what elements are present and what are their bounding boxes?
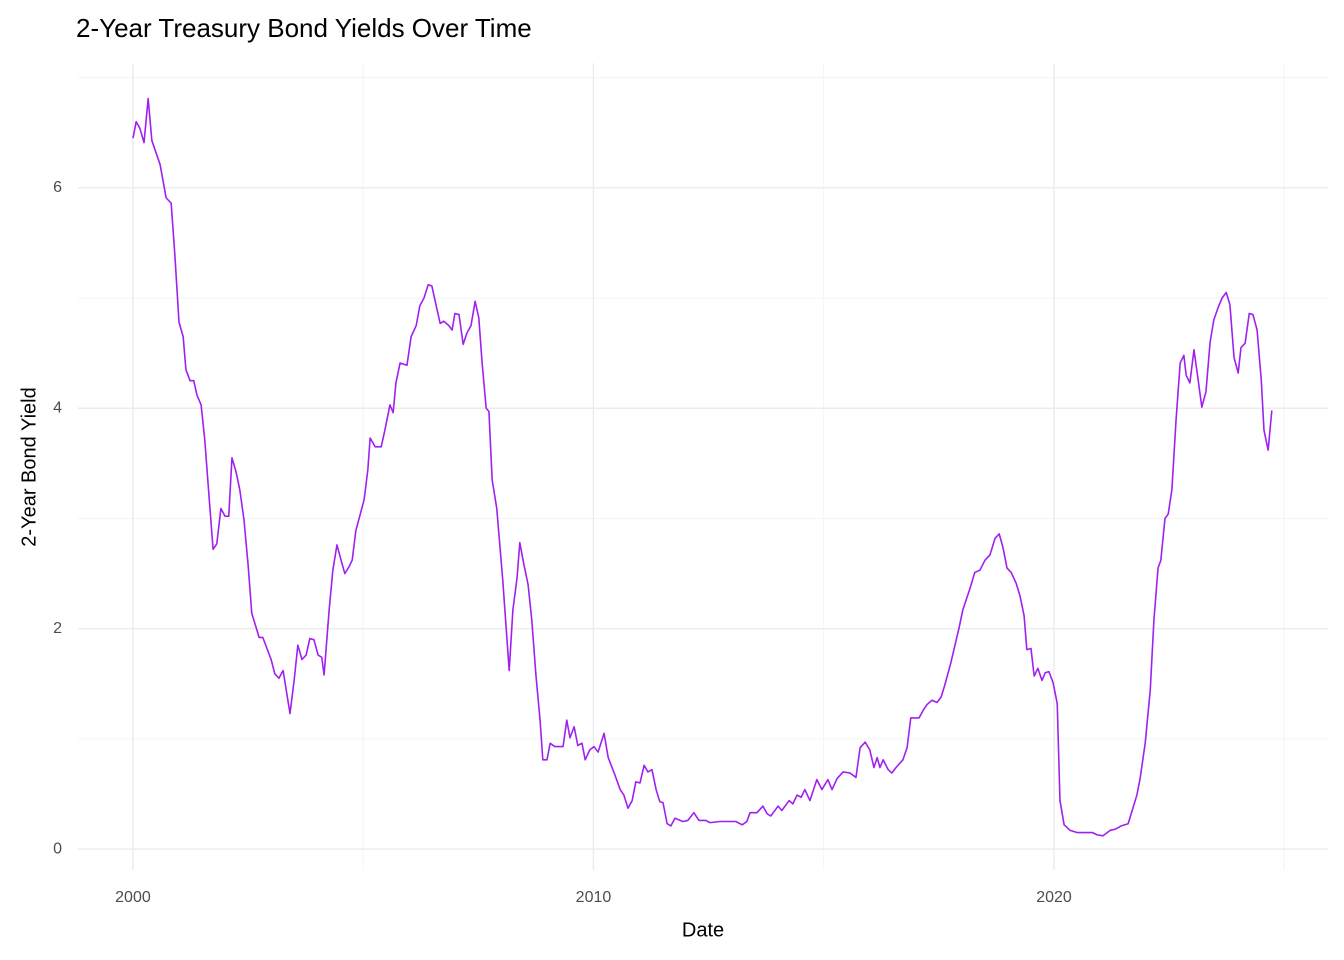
data-line <box>132 97 1273 837</box>
y-tick-label: 0 <box>53 840 62 857</box>
x-tick-label: 2010 <box>576 889 612 906</box>
x-axis-title: Date <box>682 919 724 941</box>
y-tick-label: 6 <box>53 179 62 196</box>
y-axis-title: 2-Year Bond Yield <box>18 387 40 546</box>
chart-title: 2-Year Treasury Bond Yields Over Time <box>76 13 532 43</box>
y-tick-label: 4 <box>53 399 62 416</box>
y-tick-label: 2 <box>53 620 62 637</box>
x-tick-label: 2020 <box>1036 889 1072 906</box>
x-tick-label: 2000 <box>115 889 151 906</box>
